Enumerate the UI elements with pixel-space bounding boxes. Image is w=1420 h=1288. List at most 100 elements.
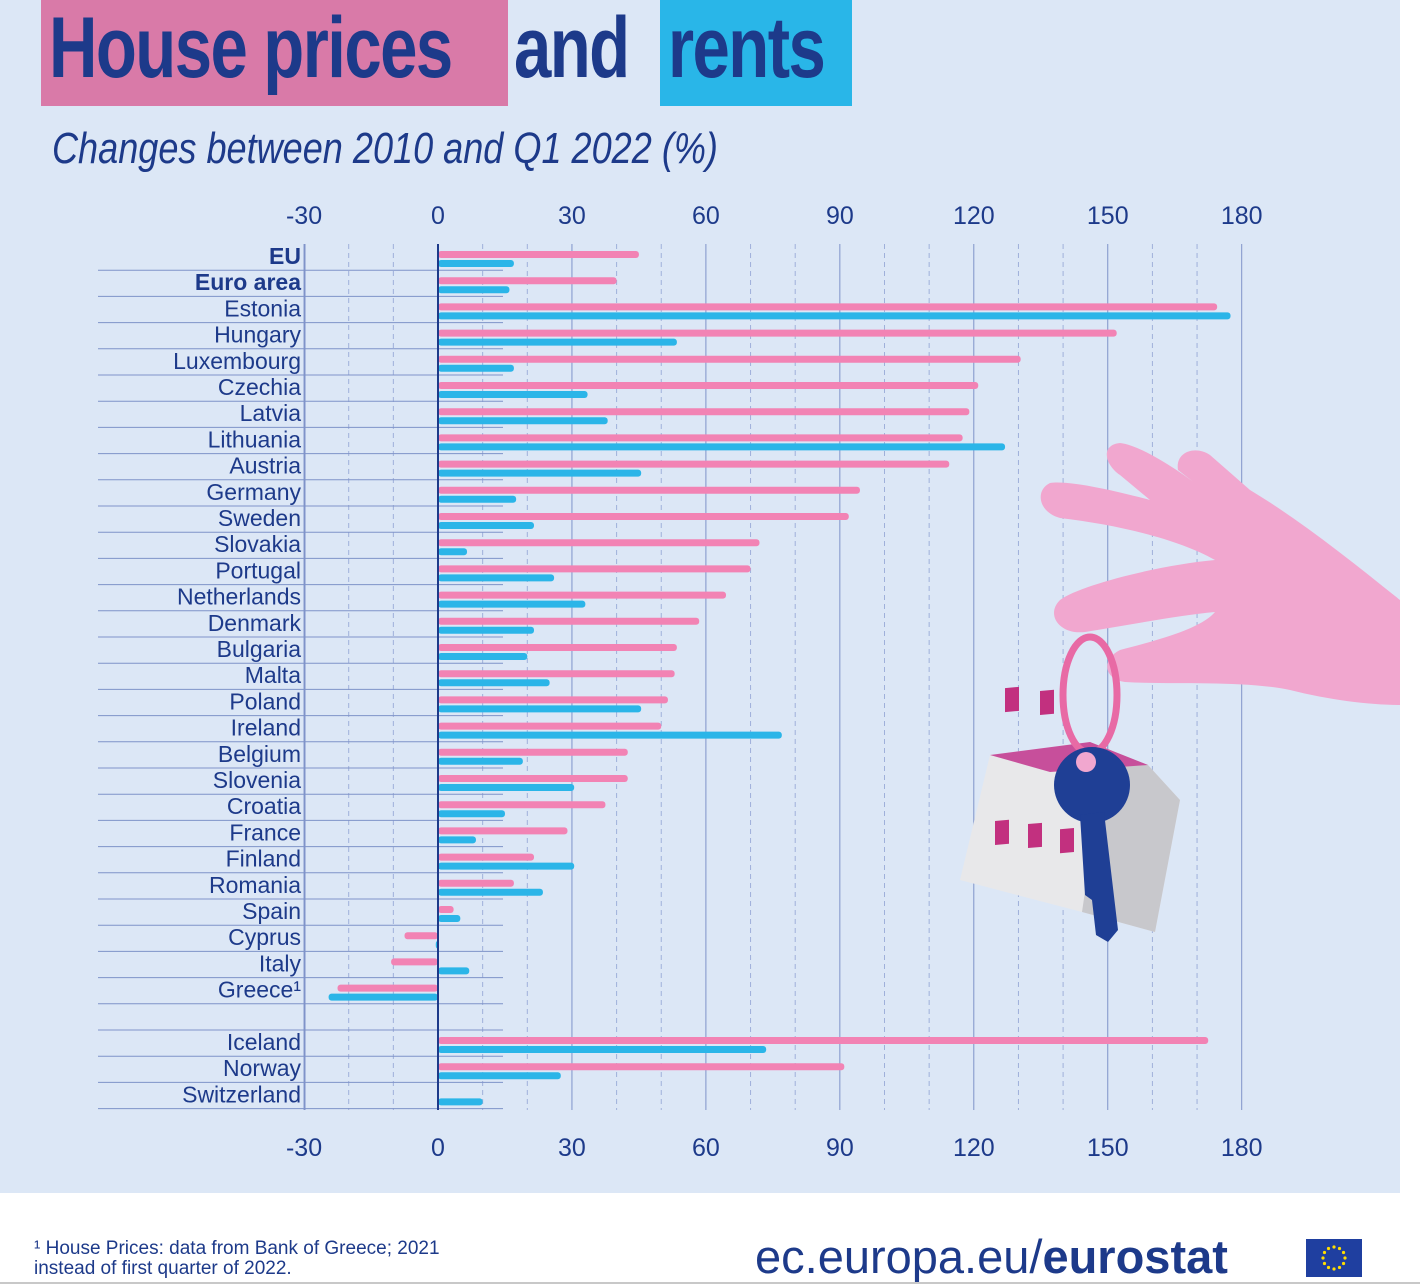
bar-house-prices	[438, 539, 760, 547]
bar-house-prices	[438, 565, 751, 573]
flag-star	[1321, 1256, 1325, 1260]
x-tick-label-top: 0	[431, 202, 445, 230]
flag-star	[1341, 1250, 1346, 1255]
bar-rents	[438, 810, 505, 818]
bar-rents	[438, 967, 470, 975]
category-label: Czechia	[218, 374, 301, 400]
category-label: Sweden	[218, 505, 301, 531]
bar-house-prices	[337, 984, 438, 992]
flag-star	[1337, 1265, 1342, 1270]
bar-rents	[438, 286, 510, 294]
category-label: Lithuania	[208, 426, 302, 452]
category-label: Romania	[209, 872, 301, 898]
flag-star	[1326, 1246, 1331, 1251]
bar-house-prices	[438, 722, 662, 730]
category-label: Cyprus	[228, 924, 301, 950]
flag-star	[1332, 1245, 1336, 1249]
bar-house-prices	[438, 670, 675, 678]
bar-rents	[438, 338, 677, 346]
bar-rents	[438, 600, 586, 608]
bar-rents	[438, 888, 543, 896]
bar-house-prices	[438, 801, 606, 809]
key-ring	[1059, 633, 1121, 757]
source-brand: eurostat	[1042, 1230, 1228, 1283]
house-window	[995, 819, 1009, 845]
bar-house-prices	[438, 1063, 845, 1071]
x-tick-label-top: 90	[826, 202, 854, 230]
bar-house-prices	[438, 303, 1218, 311]
x-tick-label-bottom: 0	[431, 1134, 445, 1162]
bar-house-prices	[438, 879, 514, 887]
x-tick-label-bottom: 180	[1221, 1134, 1263, 1162]
bar-rents	[438, 443, 1006, 451]
house-window	[1028, 822, 1042, 849]
x-tick-label-top: 150	[1087, 202, 1129, 230]
category-label: Hungary	[214, 322, 301, 348]
category-label: Switzerland	[182, 1081, 301, 1107]
source-credit: ec.europa.eu/eurostat	[755, 1232, 1228, 1282]
key-blade	[1080, 812, 1118, 942]
bar-rents	[438, 836, 476, 844]
flag-star	[1341, 1261, 1346, 1266]
bar-rents	[438, 312, 1231, 320]
category-label: Germany	[206, 479, 301, 505]
x-tick-label-bottom: 120	[953, 1134, 995, 1162]
category-label: Denmark	[208, 610, 302, 636]
x-tick-label-top: -30	[286, 202, 322, 230]
bar-house-prices	[438, 827, 568, 835]
bar-house-prices	[438, 1037, 1209, 1044]
category-label: Croatia	[227, 793, 301, 819]
divider	[0, 1282, 1420, 1284]
bar-house-prices	[438, 251, 639, 258]
bar-house-prices	[438, 277, 617, 285]
category-label: Italy	[259, 950, 302, 976]
key-head	[1054, 747, 1130, 823]
house-window	[1040, 689, 1054, 716]
bar-house-prices	[391, 958, 438, 966]
x-tick-label-top: 120	[953, 202, 995, 230]
bar-rents	[438, 548, 468, 556]
category-label: Poland	[229, 688, 301, 714]
bar-house-prices	[438, 853, 534, 861]
key-hole	[1076, 752, 1096, 772]
bar-house-prices	[438, 748, 628, 756]
bar-rents	[438, 574, 555, 582]
house-window	[1005, 686, 1019, 713]
bar-rents	[438, 1098, 483, 1106]
category-label: EU	[269, 243, 301, 269]
bar-house-prices	[438, 644, 677, 651]
x-tick-label-bottom: 60	[692, 1134, 720, 1162]
bar-house-prices	[404, 932, 438, 940]
title-rents: rents	[660, 0, 852, 106]
hand-shape	[1040, 443, 1400, 705]
x-tick-label-bottom: 30	[558, 1134, 586, 1162]
category-label: Estonia	[224, 295, 301, 321]
bar-house-prices	[438, 408, 970, 416]
category-label: Belgium	[218, 741, 301, 767]
bar-rents	[438, 757, 523, 765]
bar-house-prices	[438, 591, 726, 599]
category-label: Netherlands	[177, 584, 301, 610]
category-label: Finland	[226, 846, 301, 872]
x-tick-label-top: 180	[1221, 202, 1263, 230]
x-tick-label-bottom: 90	[826, 1134, 854, 1162]
bar-rents	[438, 495, 517, 503]
category-label: Bulgaria	[217, 636, 302, 662]
bar-rents	[438, 862, 575, 870]
bar-house-prices	[438, 513, 849, 520]
title-and: and	[514, 0, 630, 96]
bar-rents	[438, 915, 461, 922]
category-label: Greece¹	[218, 977, 301, 1003]
bar-rents	[438, 522, 534, 529]
bar-rents	[438, 260, 514, 267]
x-tick-label-top: 30	[558, 202, 586, 230]
category-label: Malta	[245, 662, 301, 688]
category-label: Slovakia	[214, 531, 301, 557]
bar-house-prices	[438, 329, 1117, 337]
eu-flag-icon	[1306, 1239, 1362, 1277]
category-label: Portugal	[215, 557, 301, 583]
x-tick-label-bottom: -30	[286, 1134, 322, 1162]
bar-rents	[438, 1072, 561, 1080]
bar-rents	[438, 417, 608, 425]
